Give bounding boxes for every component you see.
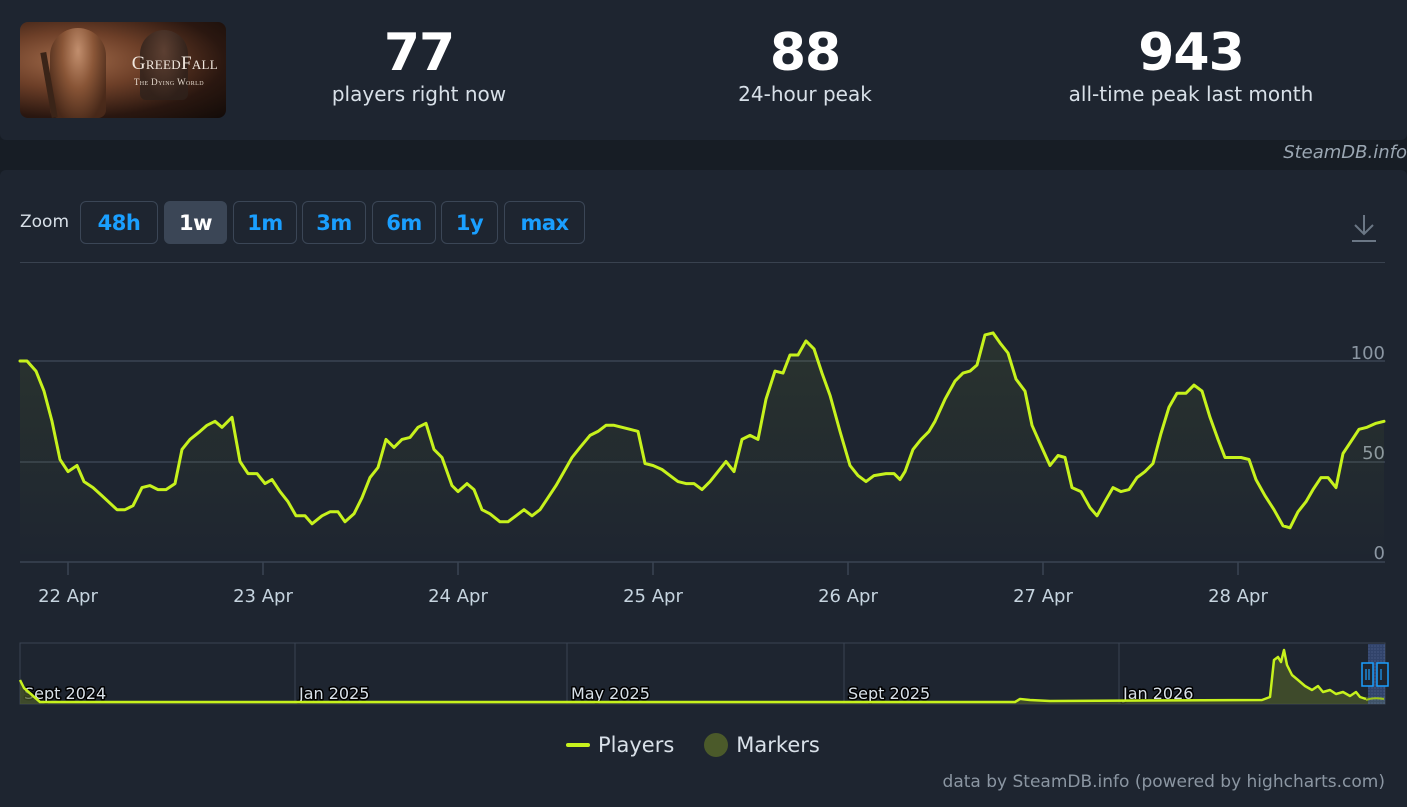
game-logo-subtitle: The Dying World <box>133 77 204 87</box>
navigator[interactable]: Sept 2024 Jan 2025 May 2025 Sept 2025 Jan 20… <box>18 642 1389 705</box>
game-capsule-image[interactable]: GreedFall The Dying World <box>20 22 226 118</box>
x-axis: 22 Apr 23 Apr 24 Apr 25 Apr 26 Apr 27 Apr 28 A… <box>38 562 1268 607</box>
navigator-tick-label: Sept 2024 <box>24 684 106 703</box>
x-tick-label: 23 Apr <box>233 586 293 607</box>
powered-by-credit[interactable]: data by SteamDB.info (powered by highcha… <box>942 772 1385 792</box>
header-bar: GreedFall The Dying World 77 players rig… <box>0 0 1407 140</box>
zoom-button-3m[interactable]: 3m <box>302 201 366 244</box>
players-area <box>20 332 1384 562</box>
capsule-figure-main <box>50 28 106 118</box>
capsule-figure-bg <box>140 30 188 100</box>
players-legend-swatch[interactable] <box>566 743 590 747</box>
zoom-button-6m[interactable]: 6m <box>372 201 436 244</box>
navigator-handle-left[interactable] <box>1361 662 1374 687</box>
zoom-button-1w[interactable]: 1w <box>164 201 227 244</box>
navigator-line <box>18 648 1367 704</box>
stat-label: all-time peak last month <box>1068 82 1314 106</box>
x-tick-label: 22 Apr <box>38 586 98 607</box>
stat-value: 88 <box>769 23 841 83</box>
game-logo-title: GreedFall <box>131 53 218 74</box>
stat-alltime-peak: 943 all-time peak last month <box>1041 24 1341 106</box>
x-tick-label: 26 Apr <box>818 586 878 607</box>
x-tick-label: 28 Apr <box>1208 586 1268 607</box>
zoom-button-1m[interactable]: 1m <box>233 201 297 244</box>
stat-24h-peak: 88 24-hour peak <box>655 24 955 106</box>
navigator-tick-label: Jan 2026 <box>1122 684 1193 703</box>
navigator-tick-label: Jan 2025 <box>298 684 369 703</box>
stat-value: 943 <box>1138 23 1245 83</box>
navigator-tick-label: Sept 2025 <box>848 684 930 703</box>
toolbar-separator <box>20 262 1385 263</box>
steamdb-credit[interactable]: SteamDB.info <box>1283 142 1407 163</box>
zoom-button-1y[interactable]: 1y <box>441 201 498 244</box>
legend-players[interactable]: Players <box>598 733 675 757</box>
navigator-handle-right[interactable] <box>1376 662 1389 687</box>
stat-label: players right now <box>331 82 507 106</box>
stat-current-players: 77 players right now <box>269 24 569 106</box>
zoom-button-max[interactable]: max <box>504 201 585 244</box>
markers-legend-swatch[interactable] <box>704 733 729 757</box>
zoom-button-48h[interactable]: 48h <box>80 201 158 244</box>
stat-label: 24-hour peak <box>738 82 872 106</box>
x-tick-label: 25 Apr <box>623 586 683 607</box>
chart-legend: Players Markers <box>566 733 820 757</box>
download-icon[interactable] <box>1350 213 1378 243</box>
x-tick-label: 27 Apr <box>1013 586 1073 607</box>
legend-markers[interactable]: Markers <box>736 733 820 757</box>
stat-value: 77 <box>383 23 455 83</box>
zoom-label: Zoom <box>20 212 70 232</box>
navigator-tick-label: May 2025 <box>571 684 650 703</box>
x-tick-label: 24 Apr <box>428 586 488 607</box>
y-tick-100: 100 <box>1351 343 1385 364</box>
players-line[interactable] <box>18 331 1386 530</box>
